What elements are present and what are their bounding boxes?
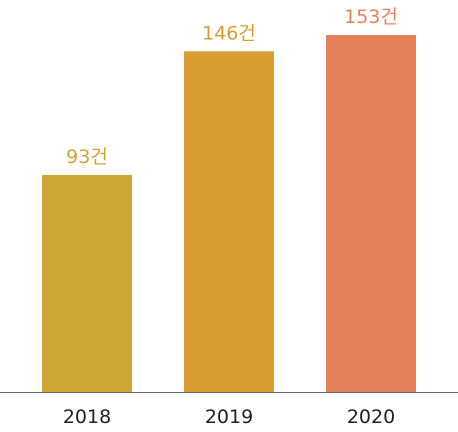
value-label-2019: 146건 xyxy=(202,22,256,44)
bar-2019 xyxy=(184,51,274,392)
x-tick-label-2019: 2019 xyxy=(205,406,253,428)
x-tick-labels-group: 2018 2019 2020 xyxy=(63,406,395,428)
bar-2020 xyxy=(326,35,416,392)
value-label-2020: 153건 xyxy=(344,6,398,28)
value-label-2018: 93건 xyxy=(66,146,108,168)
x-tick-label-2020: 2020 xyxy=(347,406,395,428)
bars-group xyxy=(42,35,416,392)
value-labels-group: 93건 146건 153건 xyxy=(66,6,398,168)
bar-2018 xyxy=(42,175,132,392)
x-tick-label-2018: 2018 xyxy=(63,406,111,428)
